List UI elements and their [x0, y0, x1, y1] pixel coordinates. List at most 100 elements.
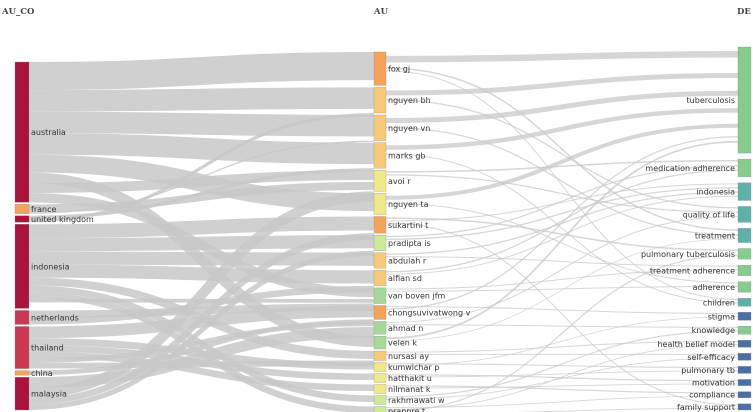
node-label: sukartini t [388, 221, 428, 230]
link [385, 324, 739, 328]
link [28, 181, 375, 213]
link [28, 191, 375, 399]
node-velen-k[interactable] [373, 336, 387, 350]
node-label: fox gj [388, 65, 410, 74]
node-label: malaysia [31, 390, 67, 399]
node-abdulah-r[interactable] [373, 252, 387, 269]
node-medication-adherence[interactable] [737, 158, 752, 177]
node-hatthakit-u[interactable] [373, 373, 387, 383]
link [385, 385, 739, 394]
link [385, 73, 739, 96]
node-label: prappre t [388, 407, 425, 412]
node-health-belief-model[interactable] [737, 340, 752, 348]
node-nguyen-bh[interactable] [373, 87, 387, 114]
node-children[interactable] [737, 298, 752, 307]
node-label: marks gb [388, 151, 425, 160]
node-self-efficacy[interactable] [737, 353, 752, 361]
link [385, 215, 739, 324]
node-pradipta-is[interactable] [373, 235, 387, 251]
node-label: van boven jfm [388, 292, 446, 301]
node-label: children [703, 298, 735, 307]
node-pulmonary-tuberculosis[interactable] [737, 248, 752, 260]
node-nilmanat-k[interactable] [373, 384, 387, 394]
link [28, 52, 375, 91]
node-stigma[interactable] [737, 312, 752, 321]
node-avoi-r[interactable] [373, 170, 387, 192]
node-label: kumwichar p [388, 363, 439, 372]
node-compliance[interactable] [737, 391, 752, 398]
node-sukartini-t[interactable] [373, 216, 387, 234]
link [28, 133, 375, 165]
node-alfian-sd[interactable] [373, 270, 387, 287]
node-knowledge[interactable] [737, 326, 752, 335]
node-thailand[interactable] [14, 326, 30, 369]
node-motivation[interactable] [737, 379, 752, 386]
node-label: pradipta is [388, 239, 431, 248]
link [385, 217, 739, 251]
node-label: abdulah r [388, 257, 427, 266]
node-label: tuberculosis [687, 96, 735, 105]
node-france[interactable] [14, 204, 30, 214]
node-label: treatment adherence [650, 266, 735, 275]
link [385, 136, 739, 310]
link [385, 165, 739, 238]
node-label: nguyen ta [388, 200, 429, 209]
node-kumwichar-p[interactable] [373, 362, 387, 372]
node-china[interactable] [14, 370, 30, 376]
node-label: quality of life [683, 210, 735, 219]
node-van-boven-jfm[interactable] [373, 287, 387, 304]
link [385, 126, 739, 236]
node-label: hatthakit u [388, 374, 432, 383]
node-pulmonary-tb[interactable] [737, 366, 752, 374]
node-label: treatment [695, 231, 735, 240]
node-tuberculosis[interactable] [737, 46, 752, 154]
link [385, 306, 739, 314]
node-nguyen-vn[interactable] [373, 114, 387, 141]
link [385, 160, 739, 173]
column-header-au: AU [373, 7, 389, 17]
link [516, 407, 739, 412]
node-adherence[interactable] [737, 281, 752, 293]
node-label: alfian sd [388, 274, 422, 283]
link [385, 357, 739, 400]
link [385, 363, 739, 369]
link [28, 112, 375, 223]
node-nursasi-ay[interactable] [373, 350, 387, 361]
node-marks-gb[interactable] [373, 142, 387, 169]
node-quality-of-life[interactable] [737, 206, 752, 223]
node-fox-gj[interactable] [373, 51, 387, 86]
link [385, 383, 739, 389]
node-treatment-adherence[interactable] [737, 264, 752, 276]
node-rakhmawati-w[interactable] [373, 395, 387, 405]
node-family-support[interactable] [737, 403, 752, 411]
node-indonesia[interactable] [737, 182, 752, 201]
link [385, 254, 739, 412]
node-label: avoi r [388, 177, 411, 186]
node-label: pulmonary tuberculosis [641, 250, 735, 259]
node-nguyen-ta[interactable] [373, 193, 387, 215]
node-indonesia[interactable] [14, 224, 30, 309]
node-prappre-t[interactable] [373, 406, 387, 412]
node-label: health belief model [657, 340, 735, 349]
node-treatment[interactable] [737, 228, 752, 243]
node-label: netherlands [31, 313, 79, 322]
link [385, 99, 739, 209]
node-chongsuvivatwong-v[interactable] [373, 305, 387, 320]
node-label: family support [677, 403, 735, 412]
node-label: compliance [689, 391, 735, 400]
node-australia[interactable] [14, 61, 30, 203]
column-header-au_co: AU_CO [1, 7, 35, 17]
node-label: france [31, 205, 56, 214]
node-label: pulmonary tb [681, 366, 735, 375]
node-label: self-efficacy [687, 353, 735, 362]
node-netherlands[interactable] [14, 310, 30, 325]
node-ahmad-n[interactable] [373, 321, 387, 335]
node-label: knowledge [692, 326, 735, 335]
node-united-kingdom[interactable] [14, 215, 30, 223]
node-malaysia[interactable] [14, 377, 30, 411]
node-label: motivation [692, 379, 735, 388]
link [28, 233, 375, 405]
